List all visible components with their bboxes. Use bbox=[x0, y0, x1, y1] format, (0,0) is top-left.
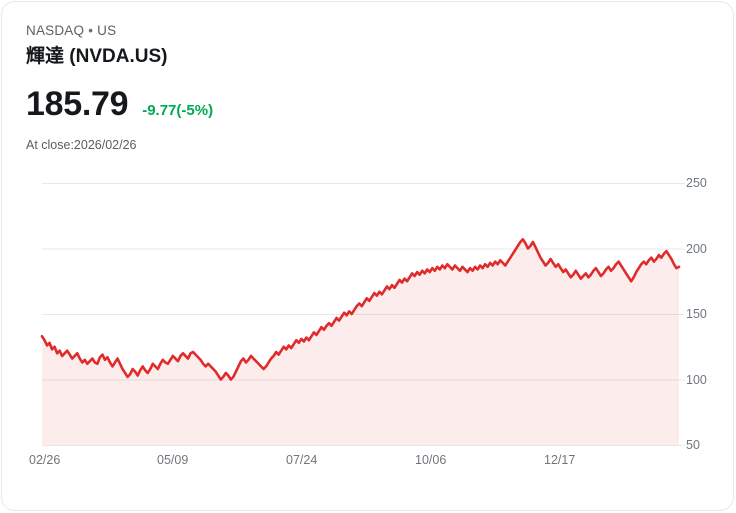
quote-header: NASDAQ • US 輝達 (NVDA.US) 185.79 -9.77(-5%)… bbox=[26, 22, 666, 153]
exchange-region-row: NASDAQ • US bbox=[26, 22, 666, 40]
x-axis-tick: 12/17 bbox=[544, 453, 576, 467]
price-row: 185.79 -9.77(-5%) bbox=[26, 84, 666, 124]
y-axis-tick: 100 bbox=[686, 372, 707, 387]
price-change: -9.77(-5%) bbox=[142, 102, 214, 119]
y-axis-tick: 250 bbox=[686, 176, 707, 190]
y-axis-tick: 200 bbox=[686, 241, 707, 256]
x-axis-tick: 02/26 bbox=[29, 453, 61, 467]
x-axis-tick: 07/24 bbox=[286, 453, 318, 467]
price-area-fill bbox=[42, 239, 679, 445]
x-axis-tick: 05/09 bbox=[157, 453, 189, 467]
x-axis-labels: 02/26 05/09 07/24 10/06 12/17 bbox=[2, 452, 733, 474]
x-axis-tick: 10/06 bbox=[415, 453, 447, 467]
y-axis-tick: 150 bbox=[686, 307, 707, 321]
page-title: 輝達 (NVDA.US) bbox=[26, 46, 168, 67]
exchange-label: NASDAQ bbox=[26, 23, 85, 38]
y-axis-labels: 250 200 150 100 50 bbox=[686, 167, 733, 477]
price-line bbox=[40, 238, 681, 381]
chart-gridlines bbox=[42, 183, 685, 446]
last-price: 185.79 bbox=[26, 85, 129, 123]
price-chart-svg bbox=[40, 183, 685, 446]
y-axis-tick: 50 bbox=[686, 438, 700, 452]
region-label: US bbox=[97, 23, 117, 38]
price-chart[interactable]: 250 200 150 100 50 bbox=[2, 167, 733, 477]
market-status-note: At close:2026/02/26 bbox=[26, 138, 137, 152]
separator-dot: • bbox=[88, 23, 94, 38]
